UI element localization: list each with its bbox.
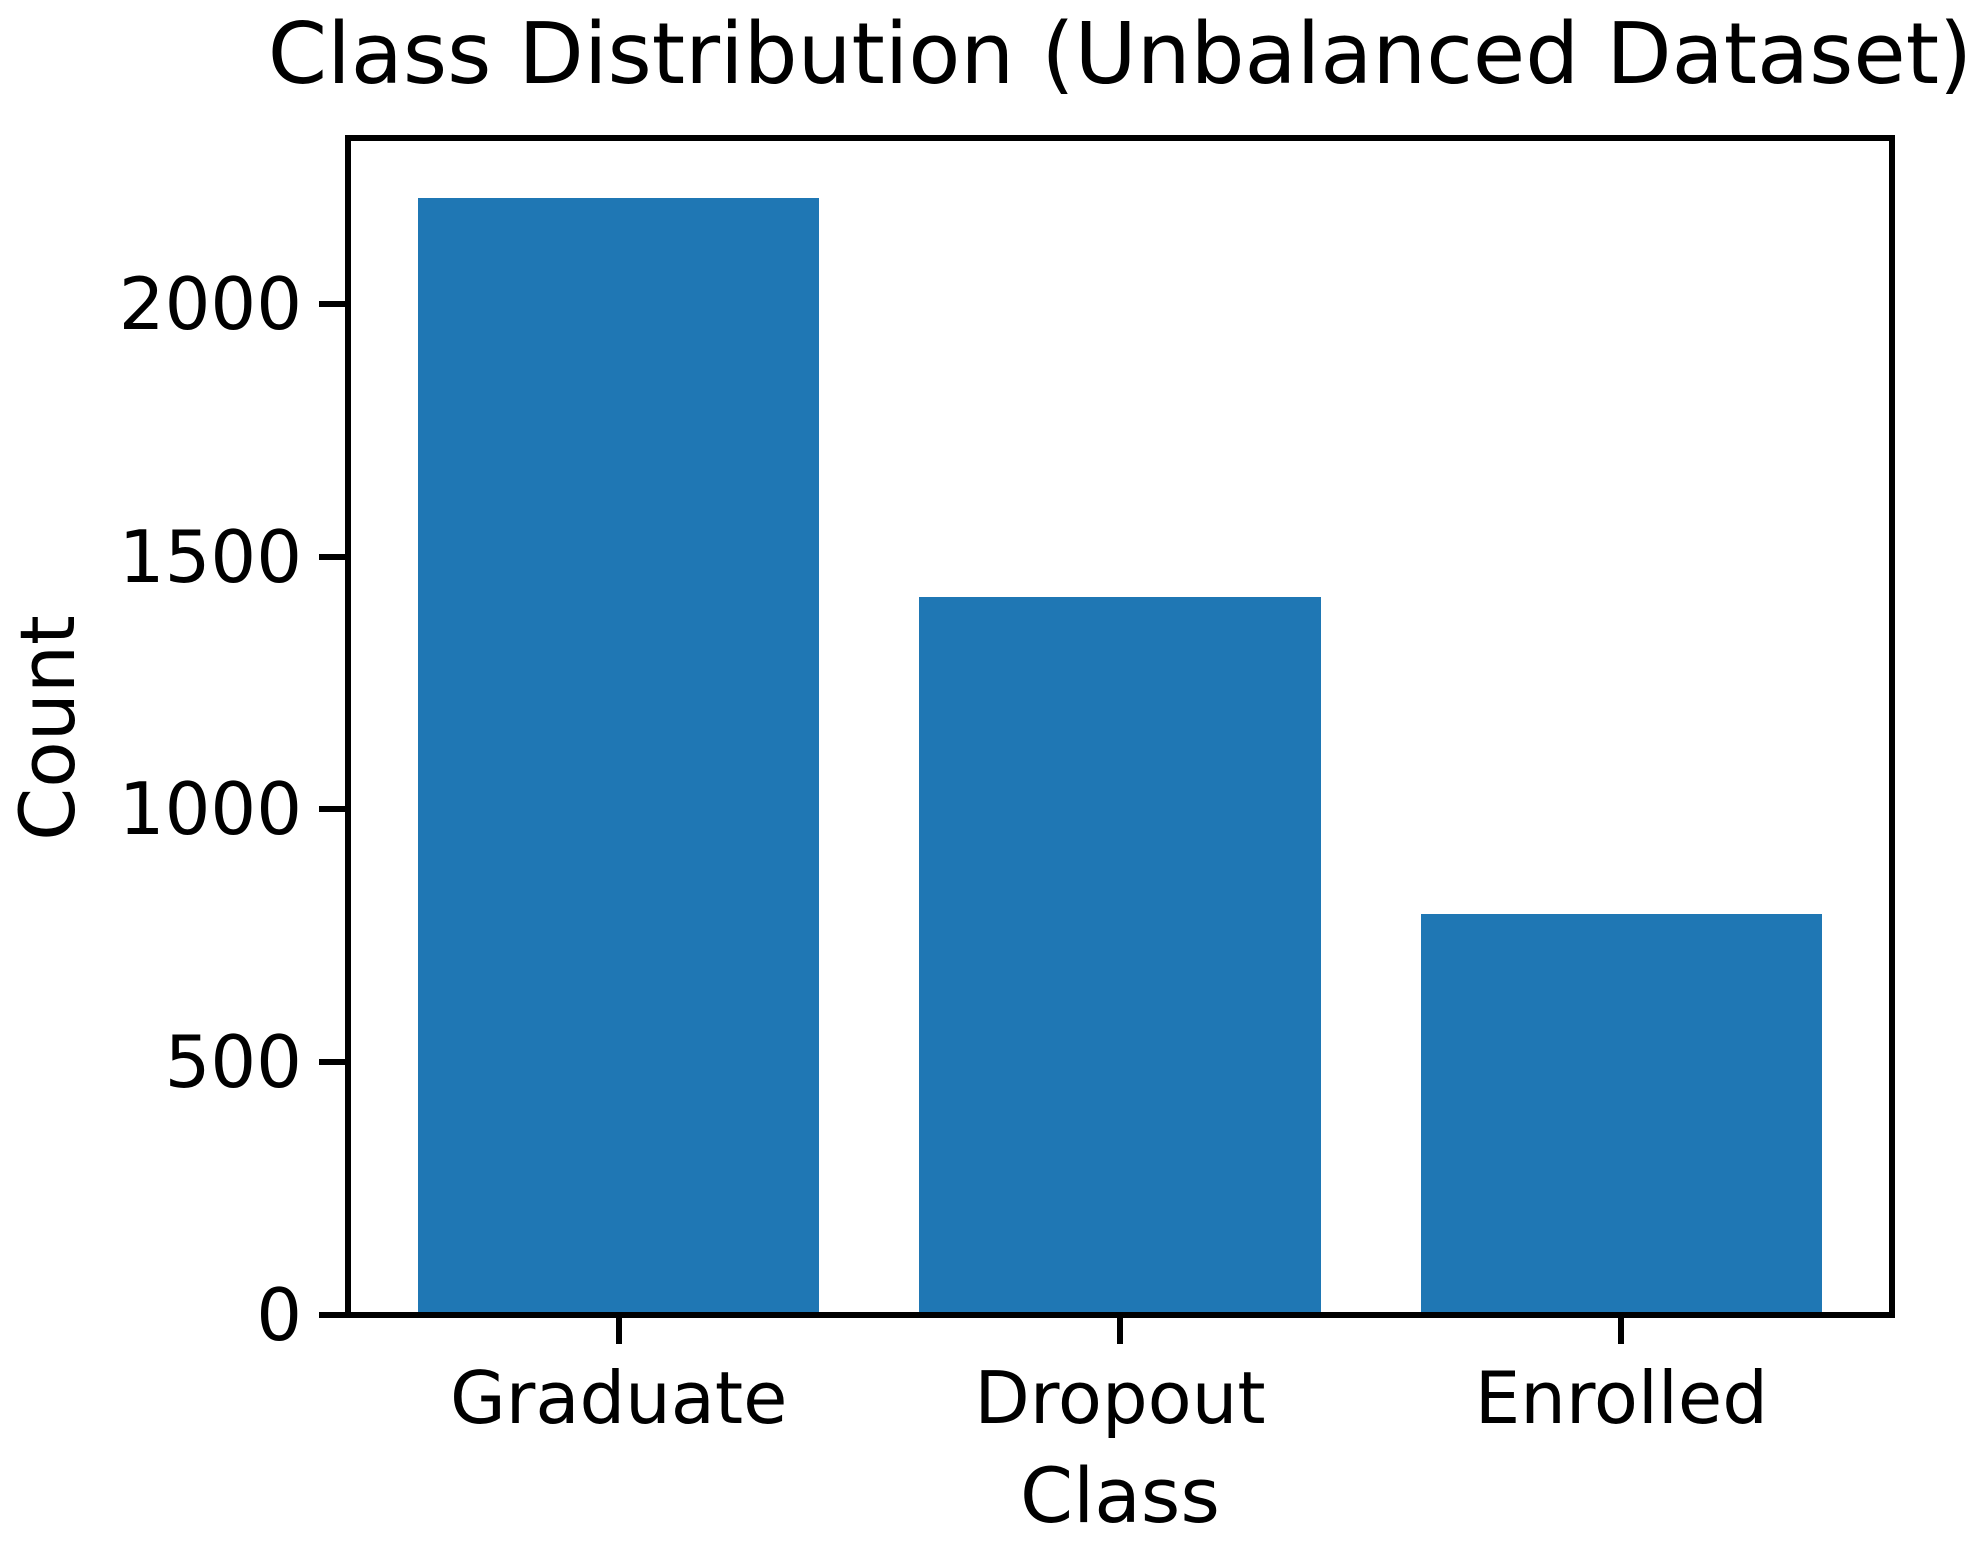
y-tick-label-0: 0 [256,1273,302,1357]
y-tick-1000 [319,806,345,813]
y-tick-label-1000: 1000 [118,767,302,852]
bar-graduate [418,198,820,1315]
x-tick-enrolled [1618,1318,1625,1344]
x-tick-label-dropout: Dropout [974,1356,1266,1440]
chart-title: Class Distribution (Unbalanced Dataset) [267,5,1973,104]
bar-enrolled [1420,913,1822,1315]
x-tick-graduate [615,1318,622,1344]
x-axis-label: Class [1020,1451,1220,1540]
y-tick-1500 [319,553,345,560]
x-tick-label-graduate: Graduate [449,1356,788,1440]
x-tick-dropout [1117,1318,1123,1344]
y-tick-label-1500: 1500 [118,514,302,599]
y-tick-2000 [319,300,345,307]
y-tick-label-500: 500 [164,1020,302,1105]
y-tick-500 [319,1059,345,1066]
bar-dropout [919,596,1321,1315]
x-tick-label-enrolled: Enrolled [1474,1356,1768,1440]
y-tick-0 [319,1312,345,1318]
plot-area [348,138,1892,1315]
y-tick-label-2000: 2000 [118,261,302,346]
